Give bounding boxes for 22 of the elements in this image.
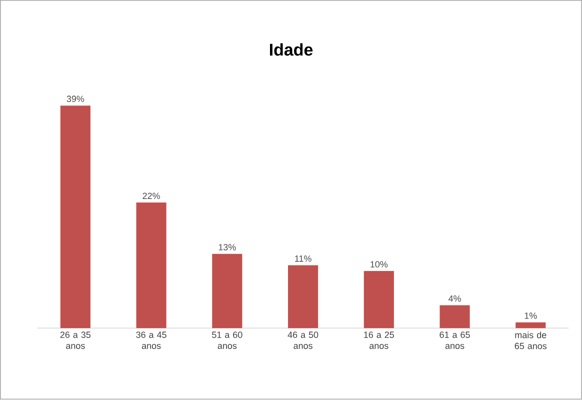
bar bbox=[60, 106, 90, 328]
data-label: 13% bbox=[218, 244, 236, 251]
data-label: 11% bbox=[295, 256, 312, 262]
x-tick-label: mais de 65 anos bbox=[514, 332, 547, 350]
x-tick-label: 36 a 45 anos bbox=[136, 332, 166, 350]
bar bbox=[212, 254, 242, 328]
bar bbox=[364, 271, 394, 328]
x-tick-label: 46 a 50 anos bbox=[288, 332, 318, 350]
data-label: 39% bbox=[66, 96, 84, 102]
data-label: 22% bbox=[142, 192, 160, 200]
x-tick-label: 16 a 25 anos bbox=[364, 332, 394, 350]
x-tick-label: 51 a 60 anos bbox=[212, 332, 242, 350]
data-label: 10% bbox=[370, 261, 388, 268]
x-tick-label: 26 a 35 anos bbox=[60, 332, 91, 350]
data-label: 4% bbox=[448, 296, 461, 302]
bar bbox=[516, 322, 546, 328]
bar bbox=[440, 305, 470, 328]
chart-title: Idade bbox=[270, 43, 313, 56]
x-tick-label: 61 a 65 anos bbox=[440, 332, 470, 350]
data-label: 1% bbox=[524, 312, 537, 320]
bar bbox=[136, 202, 166, 328]
bar bbox=[288, 265, 318, 328]
